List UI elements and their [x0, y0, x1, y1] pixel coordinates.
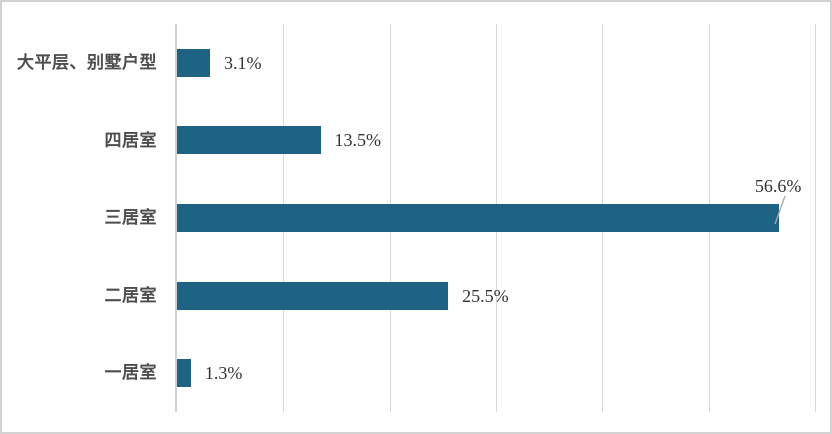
value-label: 56.6% — [754, 176, 802, 196]
category-labels: 大平层、别墅户型四居室三居室二居室一居室 — [2, 24, 167, 412]
bar-row: 56.6% — [177, 176, 815, 257]
bar-row: 25.5% — [177, 257, 815, 335]
value-label: 25.5% — [462, 285, 509, 306]
bar-row: 3.1% — [177, 24, 815, 102]
category-label: 二居室 — [104, 285, 157, 305]
bar — [177, 126, 321, 155]
category-label: 大平层、别墅户型 — [17, 53, 157, 72]
bar — [177, 48, 210, 77]
plot-area: 3.1% 13.5% 56.6% 25.5% 1.3% — [175, 24, 816, 412]
value-label: 3.1% — [223, 52, 262, 73]
value-label: 13.5% — [334, 130, 382, 151]
y-axis-line — [175, 24, 177, 412]
leader-line — [774, 195, 786, 225]
bar — [177, 359, 191, 388]
category-label: 四居室 — [104, 130, 157, 150]
bar-row: 1.3% — [177, 334, 815, 412]
category-label: 一居室 — [104, 363, 157, 383]
category-label: 三居室 — [104, 208, 157, 228]
x-gridline — [815, 24, 816, 412]
bar-row: 13.5% — [177, 102, 815, 180]
bar — [177, 203, 779, 232]
value-label: 1.3% — [204, 363, 243, 384]
bar — [177, 281, 449, 310]
